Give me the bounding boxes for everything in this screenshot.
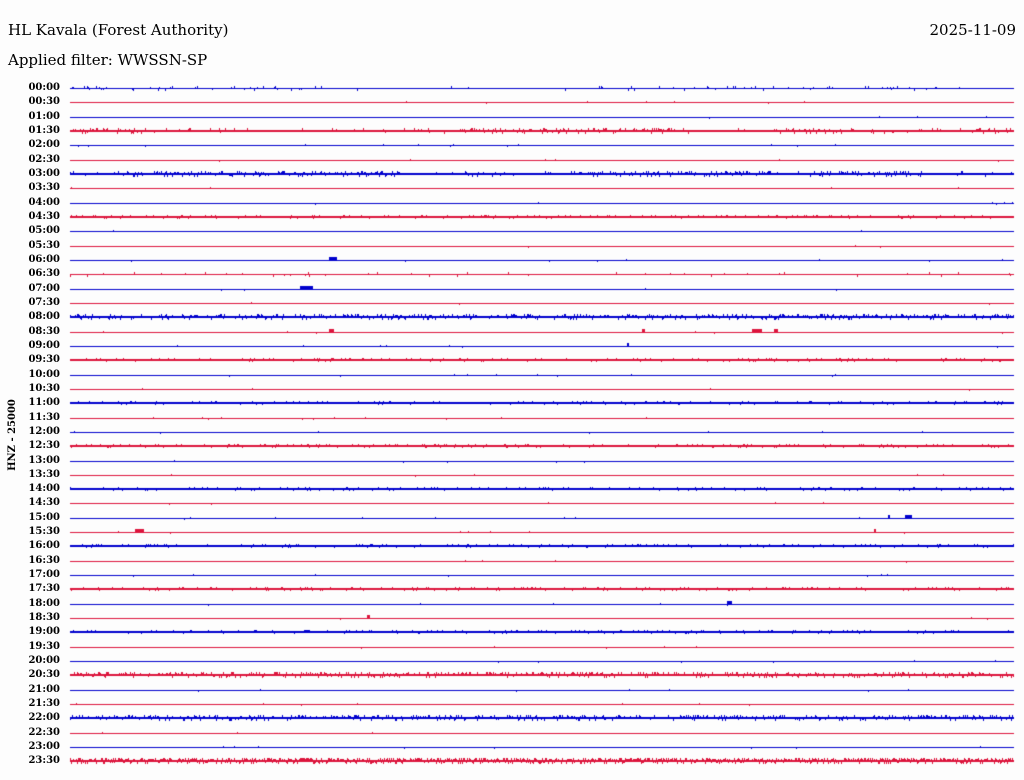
time-label-17:30: 17:30 [28, 583, 60, 594]
time-label-18:00: 18:00 [28, 598, 60, 609]
time-label-02:00: 02:00 [28, 139, 60, 150]
time-label-12:30: 12:30 [28, 440, 60, 451]
time-label-20:30: 20:30 [28, 669, 60, 680]
time-label-16:00: 16:00 [28, 540, 60, 551]
time-label-13:00: 13:00 [28, 455, 60, 466]
time-label-06:30: 06:30 [28, 268, 60, 279]
time-label-02:30: 02:30 [28, 154, 60, 165]
time-label-18:30: 18:30 [28, 612, 60, 623]
time-label-03:00: 03:00 [28, 168, 60, 179]
time-label-03:30: 03:30 [28, 182, 60, 193]
applied-filter-label: Applied filter: WWSSN-SP [8, 51, 208, 69]
time-label-06:00: 06:00 [28, 254, 60, 265]
time-label-23:30: 23:30 [28, 755, 60, 766]
time-label-19:00: 19:00 [28, 626, 60, 637]
time-label-14:30: 14:30 [28, 497, 60, 508]
time-label-05:30: 05:30 [28, 240, 60, 251]
time-label-17:00: 17:00 [28, 569, 60, 580]
station-title: HL Kavala (Forest Authority) [8, 21, 229, 39]
time-label-15:00: 15:00 [28, 512, 60, 523]
time-label-04:00: 04:00 [28, 197, 60, 208]
time-label-09:00: 09:00 [28, 340, 60, 351]
time-label-19:30: 19:30 [28, 641, 60, 652]
time-label-11:00: 11:00 [28, 397, 60, 408]
time-label-05:00: 05:00 [28, 225, 60, 236]
time-label-04:30: 04:30 [28, 211, 60, 222]
time-label-23:00: 23:00 [28, 741, 60, 752]
time-label-15:30: 15:30 [28, 526, 60, 537]
time-label-14:00: 14:00 [28, 483, 60, 494]
time-label-22:00: 22:00 [28, 712, 60, 723]
time-label-13:30: 13:30 [28, 469, 60, 480]
time-label-01:00: 01:00 [28, 111, 60, 122]
time-label-09:30: 09:30 [28, 354, 60, 365]
time-label-21:00: 21:00 [28, 684, 60, 695]
time-label-21:30: 21:30 [28, 698, 60, 709]
time-label-22:30: 22:30 [28, 727, 60, 738]
time-label-11:30: 11:30 [28, 412, 60, 423]
time-label-07:30: 07:30 [28, 297, 60, 308]
time-label-10:00: 10:00 [28, 369, 60, 380]
time-label-12:00: 12:00 [28, 426, 60, 437]
time-label-16:30: 16:30 [28, 555, 60, 566]
time-label-20:00: 20:00 [28, 655, 60, 666]
date-label: 2025-11-09 [929, 21, 1016, 39]
time-label-08:00: 08:00 [28, 311, 60, 322]
time-label-10:30: 10:30 [28, 383, 60, 394]
time-label-07:00: 07:00 [28, 283, 60, 294]
time-label-01:30: 01:30 [28, 125, 60, 136]
time-label-00:00: 00:00 [28, 82, 60, 93]
time-label-00:30: 00:30 [28, 96, 60, 107]
time-label-08:30: 08:30 [28, 326, 60, 337]
